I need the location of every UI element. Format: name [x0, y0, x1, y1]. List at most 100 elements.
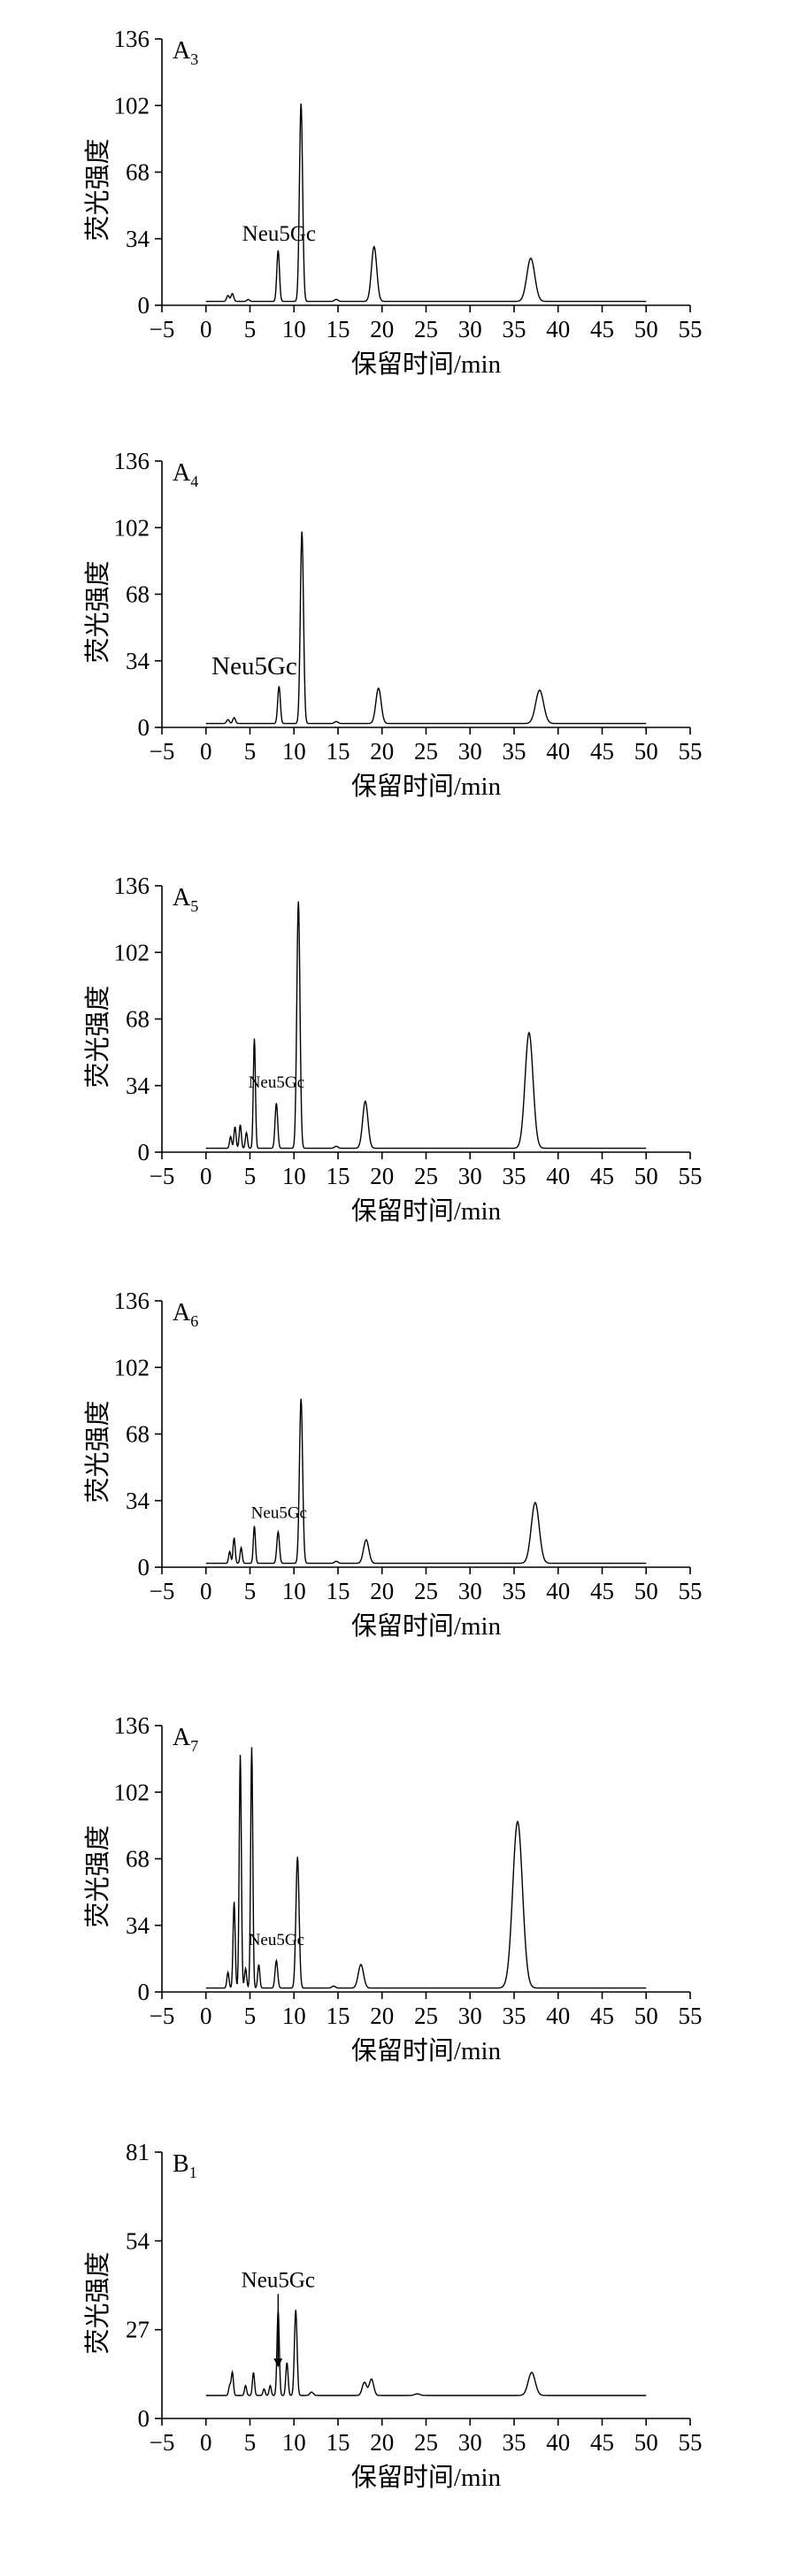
panel-label: A6 [173, 1299, 198, 1330]
x-tick-label: 0 [200, 1578, 212, 1604]
x-tick-label: 45 [590, 2003, 614, 2029]
panel-label-subscript: 4 [190, 473, 198, 490]
x-tick-label: 5 [244, 1578, 257, 1604]
panel-label-subscript: 3 [190, 50, 198, 68]
panel-label: A4 [173, 459, 198, 490]
x-axis-title: 保留时间/min [351, 350, 502, 379]
panel-label-subscript: 1 [189, 2164, 197, 2181]
chromatogram-trace [205, 2310, 647, 2396]
chromatogram-trace [205, 531, 647, 725]
x-tick-label: 40 [546, 1163, 570, 1189]
x-tick-label: 5 [244, 2003, 257, 2029]
x-tick-label: 0 [200, 2429, 212, 2456]
panel-label: A3 [173, 37, 198, 68]
y-tick-label: 54 [126, 2227, 150, 2254]
x-tick-label: 35 [503, 738, 526, 765]
x-tick-label: 0 [200, 738, 212, 765]
x-tick-label: −5 [150, 2429, 175, 2456]
y-tick-label: 68 [126, 581, 150, 608]
x-tick-label: 0 [200, 1163, 212, 1189]
x-tick-label: 55 [679, 1163, 703, 1189]
x-axis-title: 保留时间/min [351, 772, 502, 801]
y-tick-label: 102 [114, 939, 150, 965]
y-tick-label: 102 [114, 1354, 150, 1380]
chromatogram-trace [205, 901, 647, 1150]
x-tick-label: 30 [458, 1578, 482, 1604]
x-tick-label: 45 [590, 738, 614, 765]
y-tick-label: 34 [126, 1488, 150, 1514]
y-tick-label: 0 [138, 1979, 150, 2005]
y-tick-label: 27 [126, 2317, 150, 2343]
y-tick-label: 136 [114, 873, 150, 899]
y-tick-label: 102 [114, 1779, 150, 1805]
peak-annotation: Neu5Gc [249, 1931, 304, 1949]
y-axis-title: 荧光强度 [83, 1825, 112, 1927]
x-tick-label: 20 [370, 2429, 394, 2456]
y-axis-title: 荧光强度 [83, 1400, 112, 1503]
y-tick-label: 102 [114, 514, 150, 541]
x-tick-label: 20 [370, 2003, 394, 2029]
chromatogram-trace [205, 1398, 647, 1565]
x-axis-title: 保留时间/min [351, 1611, 502, 1641]
x-tick-label: 20 [370, 1578, 394, 1604]
x-tick-label: 40 [546, 2429, 570, 2456]
annotation-arrow-head [273, 2358, 283, 2368]
peak-annotation: Neu5Gc [242, 222, 316, 246]
x-tick-label: 40 [546, 316, 570, 342]
x-tick-label: 35 [503, 2003, 526, 2029]
x-tick-label: 35 [503, 1578, 526, 1604]
y-tick-label: 0 [138, 292, 150, 319]
x-tick-label: 15 [327, 2429, 350, 2456]
panel-label-subscript: 5 [190, 897, 198, 915]
x-tick-label: 45 [590, 1163, 614, 1189]
x-tick-label: 15 [327, 316, 350, 342]
y-axis-title: 荧光强度 [83, 2251, 112, 2354]
x-tick-label: 30 [458, 316, 482, 342]
peak-annotation: Neu5Gc [242, 2268, 315, 2292]
panel-label: A5 [173, 884, 198, 915]
panel-label-subscript: 7 [190, 1737, 198, 1755]
y-tick-label: 68 [126, 159, 150, 186]
x-tick-label: 40 [546, 738, 570, 765]
x-tick-label: 25 [414, 738, 438, 765]
x-tick-label: 10 [282, 1578, 306, 1604]
x-tick-label: 50 [634, 2003, 658, 2029]
x-tick-label: 15 [327, 738, 350, 765]
x-tick-label: −5 [150, 1163, 175, 1189]
chromatogram-trace [205, 103, 647, 303]
x-tick-label: −5 [150, 316, 175, 342]
x-tick-label: 35 [503, 2429, 526, 2456]
x-tick-label: −5 [150, 2003, 175, 2029]
y-tick-label: 136 [114, 1288, 150, 1314]
y-tick-label: 0 [138, 1139, 150, 1165]
y-tick-label: 0 [138, 2405, 150, 2432]
x-tick-label: 45 [590, 2429, 614, 2456]
x-tick-label: 10 [282, 316, 306, 342]
panel-label-subscript: 6 [190, 1312, 198, 1330]
panel-label: A7 [173, 1724, 198, 1755]
x-tick-label: 50 [634, 2429, 658, 2456]
y-tick-label: 34 [126, 648, 150, 674]
x-tick-label: 30 [458, 2003, 482, 2029]
peak-annotation: Neu5Gc [249, 1073, 304, 1092]
y-tick-label: 68 [126, 1006, 150, 1033]
y-tick-label: 34 [126, 1912, 150, 1939]
x-tick-label: 15 [327, 1578, 350, 1604]
x-tick-label: 20 [370, 1163, 394, 1189]
y-tick-label: 68 [126, 1846, 150, 1872]
peak-annotation: Neu5Gc [211, 652, 297, 681]
x-axis-title: 保留时间/min [351, 2463, 502, 2492]
chromatogram-trace [205, 1747, 647, 1989]
y-tick-label: 136 [114, 1712, 150, 1739]
x-tick-label: 25 [414, 2003, 438, 2029]
y-tick-label: 102 [114, 92, 150, 119]
y-tick-label: 0 [138, 1554, 150, 1580]
x-tick-label: 40 [546, 2003, 570, 2029]
x-tick-label: 55 [679, 738, 703, 765]
x-tick-label: 15 [327, 2003, 350, 2029]
